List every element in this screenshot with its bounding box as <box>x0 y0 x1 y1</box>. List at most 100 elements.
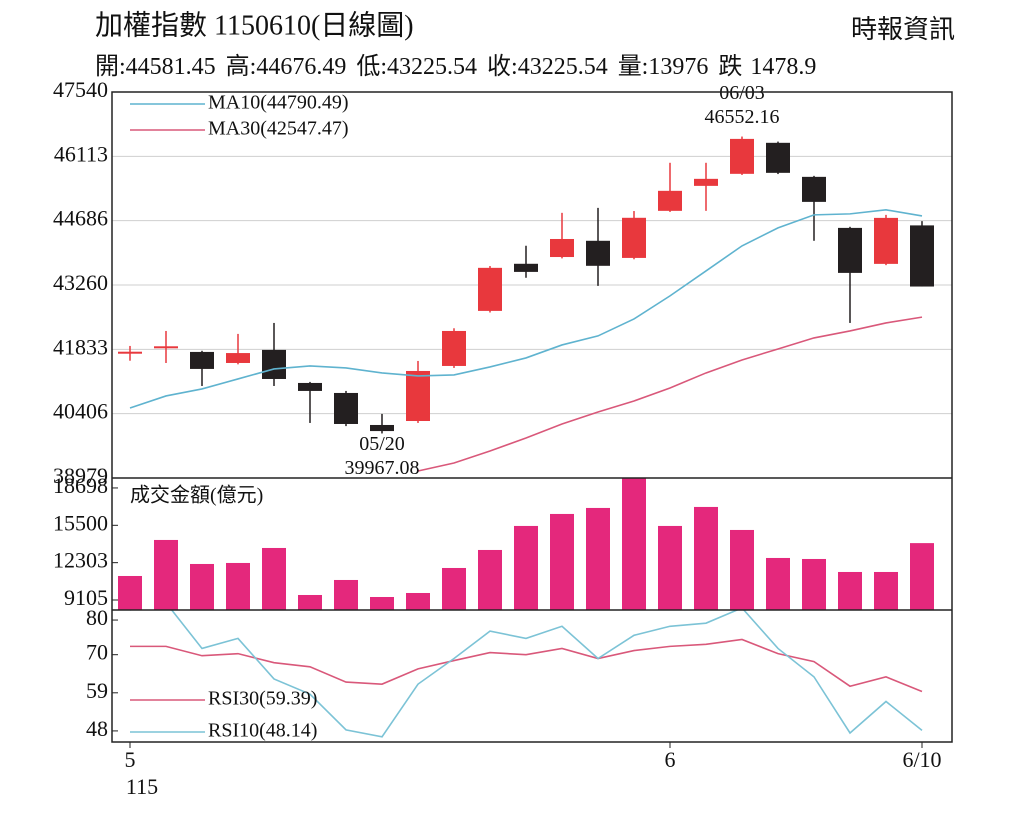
bar <box>298 594 322 610</box>
candle-body <box>262 349 286 379</box>
bar <box>370 596 394 610</box>
stat-value: 13976 <box>648 54 708 80</box>
y-tick-label: 59 <box>86 678 108 703</box>
y-tick-label: 15500 <box>53 510 108 535</box>
candle-body <box>370 424 394 432</box>
stat-value: 43225.54 <box>518 54 608 80</box>
legend-label: RSI10(48.14) <box>208 720 317 742</box>
series-line <box>417 316 923 472</box>
panel-label: 成交金額(億元) <box>130 484 263 507</box>
y-tick-label: 43260 <box>53 270 108 295</box>
candle-body <box>658 190 682 211</box>
bar <box>118 575 142 610</box>
annotation-label: 06/03 <box>719 82 765 104</box>
candle-body <box>298 382 322 391</box>
stat-label: 高: <box>226 53 257 80</box>
y-tick-label: 12303 <box>53 548 108 573</box>
candle-body <box>802 176 826 202</box>
candle-body <box>118 351 142 354</box>
stats-line: 開:44581.45 高:44676.49 低:43225.54 收:43225.54… <box>95 53 816 80</box>
stat-value: 43225.54 <box>387 54 477 80</box>
chart-title: 加權指數 1150610(日線圖) <box>95 9 414 41</box>
candle-body <box>442 330 466 366</box>
bar <box>334 579 358 610</box>
stat-label: 開: <box>95 54 126 80</box>
bar <box>586 507 610 610</box>
bar <box>766 557 790 610</box>
stat-value: 44581.45 <box>126 54 216 80</box>
y-tick-label: 70 <box>86 640 108 665</box>
candle-body <box>190 351 214 369</box>
grid <box>112 91 952 479</box>
bar <box>190 563 214 610</box>
bar <box>550 513 574 610</box>
bar <box>442 567 466 610</box>
y-tick-label: 18698 <box>53 473 108 498</box>
lines <box>130 610 923 738</box>
bar <box>694 506 718 610</box>
annotation-value: 39967.08 <box>345 457 420 479</box>
stat-label: 收: <box>487 53 518 80</box>
bar <box>478 549 502 610</box>
stat-label: 跌 <box>718 53 742 80</box>
candle-body <box>766 142 790 173</box>
source: 時報資訊 <box>851 15 955 44</box>
bar <box>514 525 538 610</box>
frame <box>111 91 953 743</box>
stat-value: 1478.9 <box>750 54 816 80</box>
x-tick-label: 6/10 <box>902 747 941 772</box>
plot: 38979 40406 41833 43260 44686 46113 47540 MA10(… <box>53 77 942 799</box>
candle-body <box>910 225 934 287</box>
legend-label: RSI30(59.39) <box>208 688 317 710</box>
candle-body <box>226 353 250 363</box>
x-tick-label: 6 <box>665 747 676 772</box>
candle-body <box>154 346 178 349</box>
candle-body <box>478 267 502 311</box>
bar <box>910 543 934 610</box>
series-line <box>130 638 923 693</box>
candle-body <box>514 263 538 272</box>
legend-label: MA10(44790.49) <box>208 92 349 114</box>
bar <box>730 529 754 610</box>
bar <box>658 525 682 610</box>
series-line <box>130 610 923 738</box>
legend-label: MA30(42547.47) <box>208 118 349 140</box>
x-tick-label: 5 <box>125 747 136 772</box>
bar <box>874 571 898 610</box>
y-tick-label: 9105 <box>64 585 108 610</box>
y-tick-label: 38979 <box>53 463 108 488</box>
bar <box>838 571 862 610</box>
y-tick-label: 80 <box>86 605 108 630</box>
stat-value: 44676.49 <box>256 54 346 80</box>
bar <box>262 547 286 610</box>
candle-body <box>406 370 430 422</box>
bar <box>622 478 646 610</box>
y-tick-label: 40406 <box>53 399 108 424</box>
candle-body <box>334 392 358 424</box>
lines <box>129 209 923 472</box>
series-line <box>129 209 923 409</box>
candles <box>118 136 934 434</box>
candle-body <box>586 240 610 266</box>
stat-label: 量: <box>618 54 649 80</box>
candle-body <box>694 178 718 186</box>
candle-body <box>550 238 574 258</box>
x-sublabel: 115 <box>126 774 158 799</box>
candle-body <box>622 217 646 258</box>
bar <box>406 592 430 610</box>
stat-label: 低: <box>356 53 387 80</box>
candle-body <box>838 227 862 273</box>
annotation-label: 05/20 <box>359 433 405 455</box>
bar <box>154 539 178 610</box>
bar <box>226 562 250 610</box>
y-tick-label: 44686 <box>53 206 108 231</box>
y-tick-label: 41833 <box>53 334 108 359</box>
annotation-value: 46552.16 <box>705 106 780 128</box>
candle-body <box>874 217 898 264</box>
y-tick-label: 46113 <box>54 141 108 166</box>
y-tick-label: 48 <box>86 716 108 741</box>
y-tick-label: 47540 <box>53 77 108 102</box>
candle-body <box>730 138 754 174</box>
